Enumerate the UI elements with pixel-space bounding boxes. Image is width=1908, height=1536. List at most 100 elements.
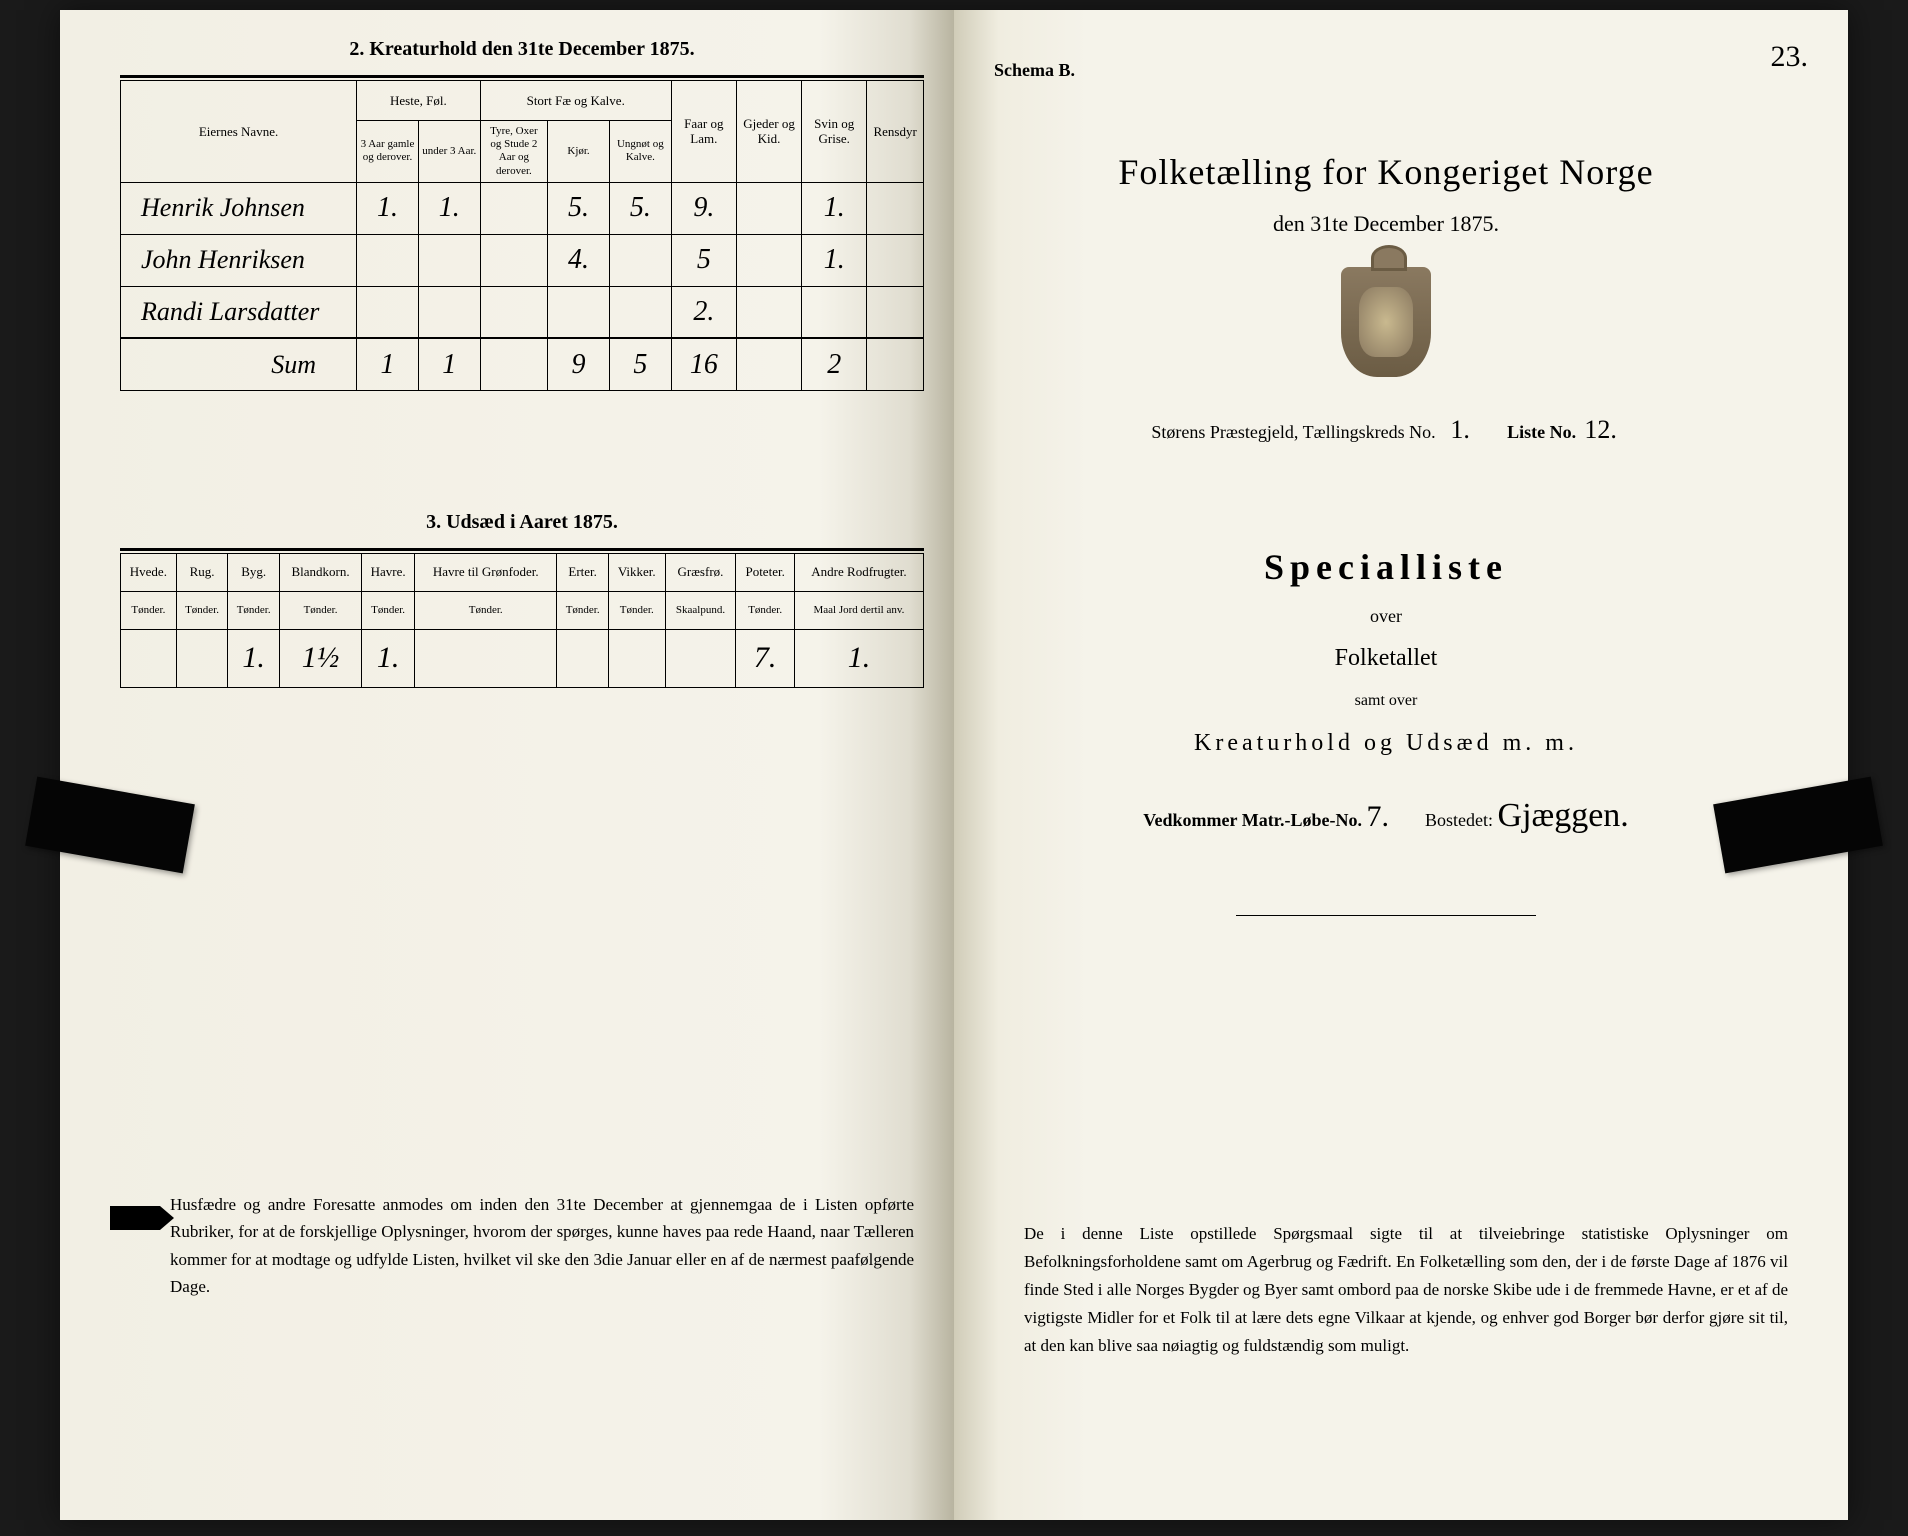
bosted-value: Gjæggen. (1498, 797, 1629, 834)
cell: 9 (548, 338, 610, 390)
col-head: Vikker. (608, 553, 665, 591)
vedkommer-line: Vedkommer Matr.-Løbe-No. 7. Bostedet: Gj… (984, 797, 1788, 835)
liste-label: Liste No. (1507, 422, 1576, 442)
col-head: Byg. (228, 553, 280, 591)
credential-line: Størens Præstegjeld, Tællingskreds No. 1… (984, 415, 1788, 446)
folketallet-heading: Folketallet (984, 645, 1788, 672)
cell (609, 286, 671, 338)
cell: 1. (802, 182, 867, 234)
col-head: Rug. (176, 553, 228, 591)
census-title: Folketælling for Kongeriget Norge (984, 151, 1788, 193)
owner-name: Henrik Johnsen (121, 182, 357, 234)
cell (867, 338, 924, 390)
cell: 2 (802, 338, 867, 390)
col-unit: Tønder. (608, 591, 665, 629)
cell: 9. (671, 182, 736, 234)
book-spread: 2. Kreaturhold den 31te December 1875. E… (60, 10, 1848, 1520)
bosted-label: Bostedet: (1425, 810, 1493, 830)
cell (736, 338, 801, 390)
cell: 16 (671, 338, 736, 390)
col-unit: Tønder. (736, 591, 794, 629)
specialliste-heading: Specialliste (984, 546, 1788, 588)
col-head: Havre til Grønfoder. (415, 553, 557, 591)
cell: 5. (609, 182, 671, 234)
liste-no: 12. (1581, 415, 1621, 446)
col-unit: Tønder. (279, 591, 361, 629)
sub-h1: 3 Aar gamle og derover. (357, 121, 419, 183)
cell: 1½ (279, 629, 361, 687)
pointing-hand-icon (110, 1206, 160, 1230)
cell: 5 (671, 234, 736, 286)
udsaed-table: Hvede.Rug.Byg.Blandkorn.Havre.Havre til … (120, 553, 924, 688)
cell (480, 234, 547, 286)
cell: 5. (548, 182, 610, 234)
cell: 1. (794, 629, 923, 687)
table-row: Randi Larsdatter2. (121, 286, 924, 338)
kreds-no: 1. (1440, 415, 1480, 446)
kreaturhold-table: Eiernes Navne. Heste, Føl. Stort Fæ og K… (120, 80, 924, 391)
cell (480, 286, 547, 338)
over-label: over (984, 606, 1788, 627)
cell (609, 234, 671, 286)
cell (357, 234, 419, 286)
section2-title: 2. Kreaturhold den 31te December 1875. (120, 38, 924, 61)
cell (665, 629, 736, 687)
coat-of-arms-icon (1341, 267, 1431, 377)
prestegjeld-label: Størens Præstegjeld, Tællingskreds No. (1151, 422, 1435, 442)
sub-s3: Ungnøt og Kalve. (609, 121, 671, 183)
cell (867, 182, 924, 234)
rule (120, 75, 924, 78)
col-faar: Faar og Lam. (671, 81, 736, 183)
census-subtitle: den 31te December 1875. (984, 211, 1788, 237)
cell (480, 182, 547, 234)
left-footnote: Husfædre og andre Foresatte anmodes om i… (170, 1191, 914, 1300)
cell: 1. (362, 629, 415, 687)
cell: 1. (357, 182, 419, 234)
col-unit: Tønder. (228, 591, 280, 629)
cell: 4. (548, 234, 610, 286)
col-head: Havre. (362, 553, 415, 591)
rule (120, 548, 924, 551)
kreaturhold-heading: Kreaturhold og Udsæd m. m. (984, 730, 1788, 757)
cell: 1. (228, 629, 280, 687)
col-unit: Maal Jord dertil anv. (794, 591, 923, 629)
cell (121, 629, 177, 687)
cell (176, 629, 228, 687)
cell: 7. (736, 629, 794, 687)
cell (736, 234, 801, 286)
col-unit: Skaalpund. (665, 591, 736, 629)
cell (415, 629, 557, 687)
cell (867, 234, 924, 286)
cell: 5 (609, 338, 671, 390)
section3-title: 3. Udsæd i Aaret 1875. (120, 511, 924, 534)
samt-label: samt over (984, 692, 1788, 710)
col-unit: Tønder. (557, 591, 609, 629)
col-unit: Tønder. (176, 591, 228, 629)
col-head: Blandkorn. (279, 553, 361, 591)
separator (1236, 915, 1536, 916)
col-unit: Tønder. (415, 591, 557, 629)
cell (867, 286, 924, 338)
cell (736, 286, 801, 338)
cell (357, 286, 419, 338)
col-heste: Heste, Føl. (357, 81, 481, 121)
col-head: Andre Rodfrugter. (794, 553, 923, 591)
table-row: Henrik Johnsen1.1.5.5.9.1. (121, 182, 924, 234)
col-head: Erter. (557, 553, 609, 591)
cell: 1. (802, 234, 867, 286)
page-number: 23. (1771, 40, 1809, 74)
cell (802, 286, 867, 338)
sub-s1: Tyre, Oxer og Stude 2 Aar og derover. (480, 121, 547, 183)
cell (418, 286, 480, 338)
col-svin: Svin og Grise. (802, 81, 867, 183)
schema-label: Schema B. (994, 60, 1788, 81)
table-row: Sum1195162 (121, 338, 924, 390)
cell (418, 234, 480, 286)
col-head: Poteter. (736, 553, 794, 591)
owner-name: Sum (121, 338, 357, 390)
col-ren: Rensdyr (867, 81, 924, 183)
col-unit: Tønder. (121, 591, 177, 629)
col-eier: Eiernes Navne. (121, 81, 357, 183)
cell: 1 (357, 338, 419, 390)
left-page: 2. Kreaturhold den 31te December 1875. E… (60, 10, 954, 1520)
